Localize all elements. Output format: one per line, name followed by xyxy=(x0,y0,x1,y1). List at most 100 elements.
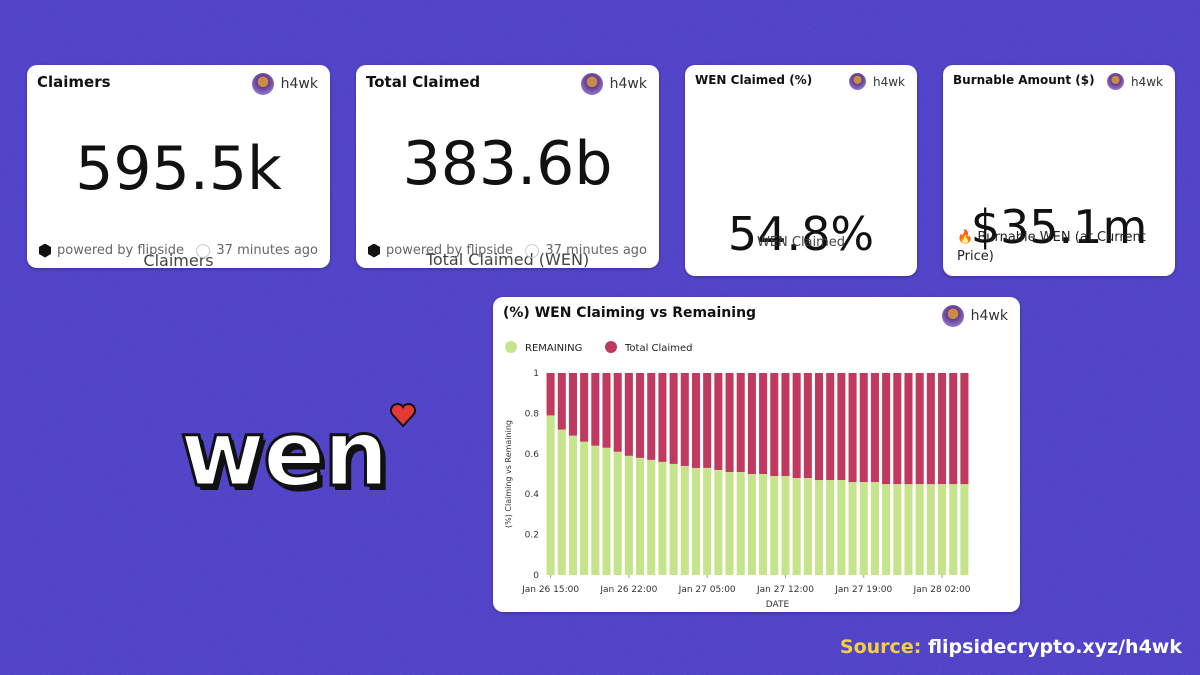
bar-segment xyxy=(636,373,645,458)
bar-segment xyxy=(747,373,756,474)
avatar xyxy=(251,73,274,95)
bar-segment xyxy=(882,484,891,575)
bar-segment xyxy=(703,467,712,575)
bar-segment xyxy=(814,480,824,575)
x-tick-label: Jan 27 05:00 xyxy=(678,585,736,595)
bar-segment xyxy=(814,373,824,481)
bar-segment xyxy=(658,373,667,462)
avatar xyxy=(1106,73,1124,90)
bar-segment xyxy=(882,373,891,485)
bar-segment xyxy=(893,373,902,485)
author: h4wk xyxy=(1106,73,1163,90)
chart-card: (%) WEN Claiming vs Remaining h4wk REMAI… xyxy=(493,297,1020,612)
bar-segment xyxy=(859,482,868,575)
x-tick-label: Jan 28 02:00 xyxy=(913,585,971,595)
bar-segment xyxy=(792,373,801,479)
avatar xyxy=(580,73,603,95)
flipside-icon xyxy=(39,243,51,258)
bar-segment xyxy=(938,373,947,485)
bar-segment xyxy=(714,373,723,470)
bar-segment xyxy=(870,373,879,483)
flipside-icon xyxy=(368,243,380,258)
bar-segment xyxy=(647,373,656,460)
author: h4wk xyxy=(941,305,1008,327)
bar-segment xyxy=(837,480,846,575)
bar-segment xyxy=(591,373,600,446)
bar-segment xyxy=(557,429,566,575)
logo-text: wen xyxy=(179,399,391,509)
footer: powered by flipside xyxy=(39,243,184,258)
stat-card: WEN Claimed (%) h4wk 54.8% WEN Claimed xyxy=(685,65,917,276)
bar-segment xyxy=(613,451,622,575)
card-title: Claimers xyxy=(37,73,111,91)
author-name: h4wk xyxy=(1130,74,1163,89)
legend-label: REMAINING xyxy=(525,343,582,354)
legend-label: Total Claimed xyxy=(624,343,692,354)
bar-segment xyxy=(557,373,566,430)
time-text: 37 minutes ago xyxy=(216,243,318,258)
bar-segment xyxy=(647,459,656,575)
x-tick-label: Jan 26 22:00 xyxy=(599,585,657,595)
bar-segment xyxy=(602,373,611,448)
avatar xyxy=(941,305,964,327)
author: h4wk xyxy=(251,73,318,95)
bar-segment xyxy=(826,373,835,481)
card-title: Burnable Amount ($) xyxy=(953,73,1095,87)
bar-segment xyxy=(703,373,712,468)
bar-segment xyxy=(949,373,958,485)
clock-icon xyxy=(525,243,540,258)
author-name: h4wk xyxy=(872,74,905,89)
bar-segment xyxy=(904,484,913,575)
stat-card: Total Claimed h4wk 383.6b Total Claimed (WE… xyxy=(356,65,659,269)
bar-segment xyxy=(714,469,723,575)
y-tick-label: 0.2 xyxy=(525,531,539,541)
legend-dot xyxy=(505,341,517,353)
x-tick-label: Jan 27 19:00 xyxy=(834,585,892,595)
card-label: Claimers xyxy=(143,251,214,270)
bar-segment xyxy=(691,467,701,575)
bar-segment xyxy=(568,373,577,436)
clock-icon xyxy=(196,243,211,258)
bar-segment xyxy=(658,461,667,575)
card-value: 383.6b xyxy=(402,129,613,199)
avatar xyxy=(848,73,866,90)
bar-segment xyxy=(747,474,756,575)
bar-segment xyxy=(725,471,734,575)
logo: wen xyxy=(179,399,417,509)
card-label: Total Claimed (WEN) xyxy=(425,250,590,269)
bar-segment xyxy=(546,415,555,575)
y-axis-title: (%) Claiming vs Remaining xyxy=(504,420,513,528)
chart-title: (%) WEN Claiming vs Remaining xyxy=(503,305,757,321)
bar-segment xyxy=(636,457,645,575)
x-tick-label: Jan 27 12:00 xyxy=(756,585,814,595)
source-prefix: Source: xyxy=(839,636,922,658)
y-tick-label: 1 xyxy=(533,369,539,379)
bar-segment xyxy=(904,373,913,485)
bar-segment xyxy=(624,455,633,575)
stat-card: Claimers h4wk 595.5k Claimers powered by fli… xyxy=(27,65,330,270)
y-tick-label: 0.4 xyxy=(525,490,540,500)
bar-segment xyxy=(960,373,969,485)
legend-dot xyxy=(605,341,617,353)
bar-segment xyxy=(926,484,935,575)
chart: REMAINING Total Claimed 0 0.2 0.4 0.6 0.8 1 (%) … xyxy=(504,341,971,610)
bar-segment xyxy=(680,465,689,575)
x-tick-label: Jan 26 15:00 xyxy=(521,585,579,595)
bar-segment xyxy=(546,373,555,416)
bar-segment xyxy=(725,373,734,472)
bar-segment xyxy=(803,373,812,479)
bar-segment xyxy=(915,373,924,485)
bar-segment xyxy=(848,373,857,483)
card-label: WEN Claimed xyxy=(756,235,846,250)
bar-segment xyxy=(781,476,790,575)
bar-segment xyxy=(949,484,958,575)
stat-card: Burnable Amount ($) h4wk $35.1m 🔥 Burnable … xyxy=(943,65,1175,276)
bar-segment xyxy=(938,484,947,575)
bar-segment xyxy=(691,373,701,468)
bar-segment xyxy=(870,482,879,575)
card-value: $35.1m xyxy=(970,200,1148,255)
author-name: h4wk xyxy=(280,76,318,92)
footer-text: powered by flipside xyxy=(386,243,514,258)
bar-segment xyxy=(613,373,622,452)
